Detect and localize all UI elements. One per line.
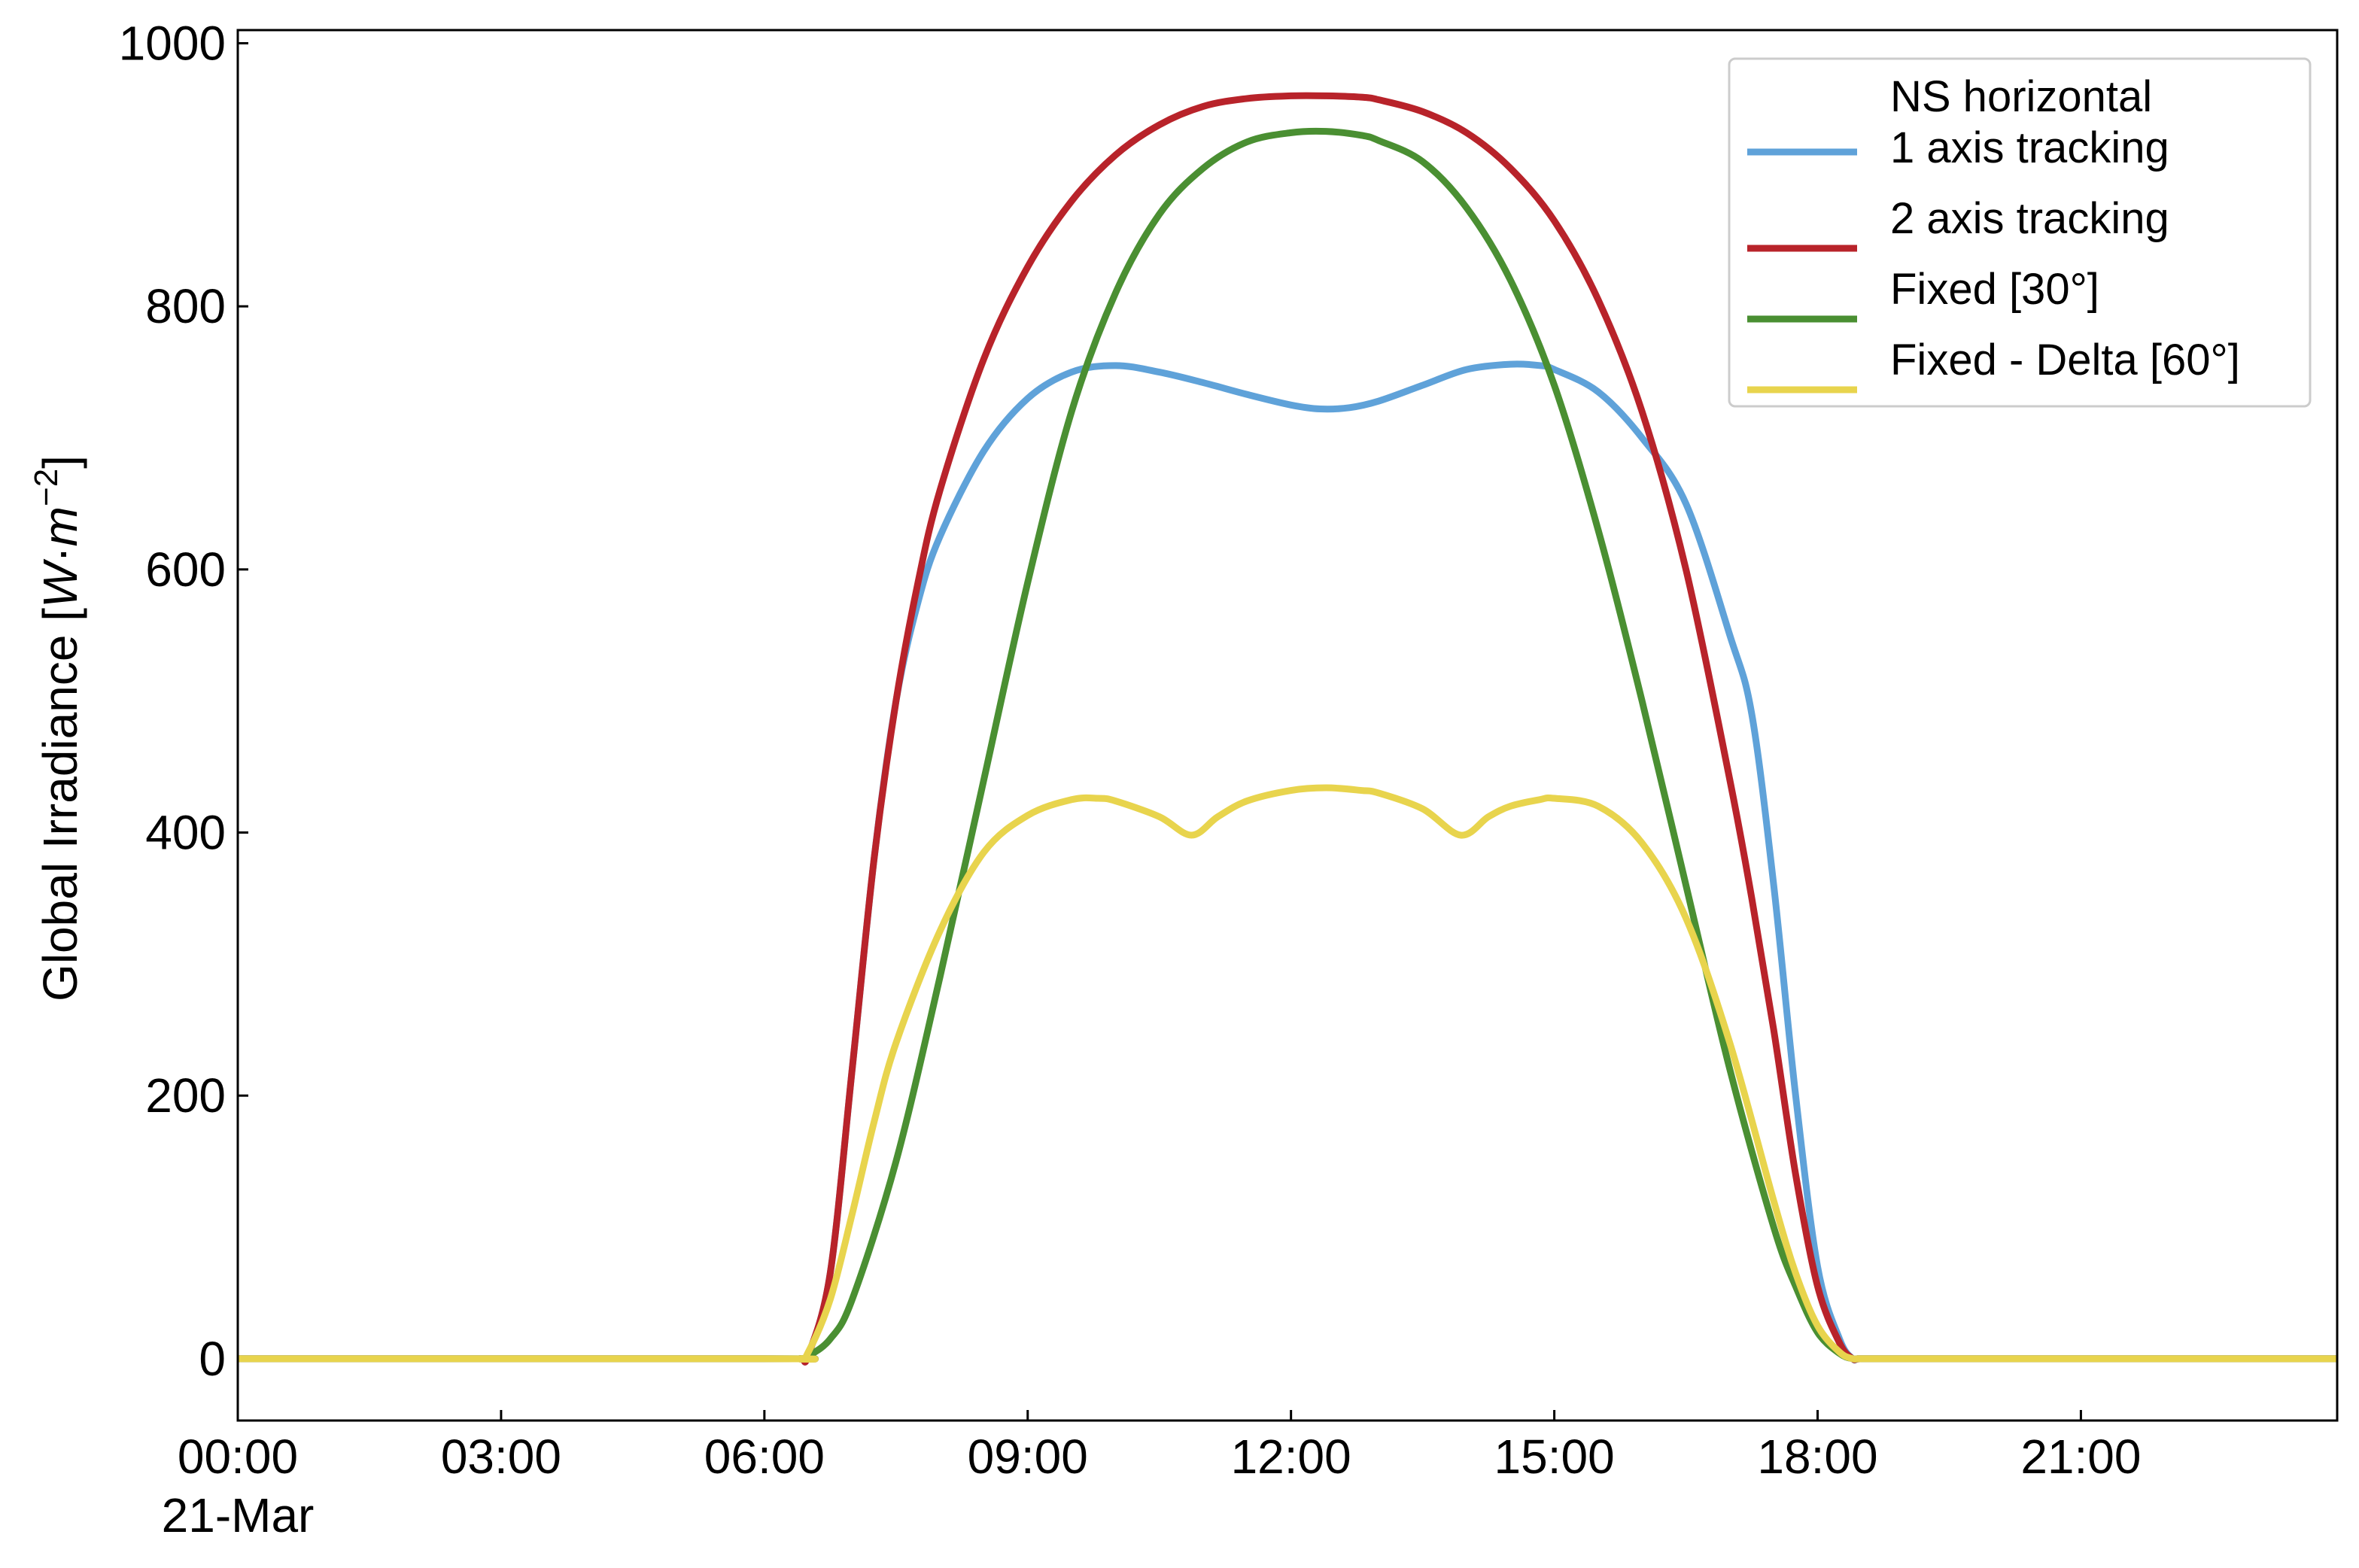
legend-label-4: Fixed - Delta [60°] bbox=[1890, 336, 2240, 384]
y-axis-title: Global Irradiance [W·m−2] bbox=[28, 455, 87, 1001]
series-line-4 bbox=[238, 784, 2337, 1363]
legend-box bbox=[1728, 57, 2312, 408]
frame-layer bbox=[236, 29, 2339, 1422]
x-axis: 00:00 03:00 06:00 09:00 12:00 15:00 18:00 21:00… bbox=[162, 1410, 2141, 1542]
x-tick-label: 21:00 bbox=[2020, 1430, 2141, 1484]
x-tick-label: 12:00 bbox=[1231, 1430, 1351, 1484]
legend-label-2: 2 axis tracking bbox=[1890, 194, 2169, 243]
y-tick-label: 0 bbox=[199, 1332, 226, 1386]
x-tick-label: 06:00 bbox=[704, 1430, 825, 1484]
x-tick-label: 00:00 bbox=[178, 1430, 298, 1484]
x-tick-label: 03:00 bbox=[441, 1430, 561, 1484]
series-line-3 bbox=[238, 127, 2337, 1363]
y-axis: 0 200 400 600 800 1000 bbox=[119, 16, 248, 1386]
series-layer bbox=[238, 92, 2337, 1366]
y-tick-label: 600 bbox=[145, 542, 226, 597]
y-tick-label: 400 bbox=[145, 805, 226, 859]
plot-frame bbox=[236, 29, 2339, 1422]
x-tick-label: 15:00 bbox=[1494, 1430, 1615, 1484]
series-line-2 bbox=[238, 92, 2337, 1366]
y-tick-label: 200 bbox=[145, 1068, 226, 1123]
legend-label-1: NS horizontal bbox=[1890, 72, 2152, 121]
legend-label-3: Fixed [30°] bbox=[1890, 265, 2099, 314]
x-tick-sublabel: 21-Mar bbox=[162, 1488, 315, 1542]
legend-label-1: 1 axis tracking bbox=[1890, 123, 2169, 172]
y-tick-label: 800 bbox=[145, 279, 226, 333]
x-tick-label: 18:00 bbox=[1757, 1430, 1877, 1484]
y-tick-label: 1000 bbox=[119, 16, 226, 70]
x-tick-label: 09:00 bbox=[968, 1430, 1088, 1484]
series-line-1 bbox=[238, 360, 2337, 1366]
